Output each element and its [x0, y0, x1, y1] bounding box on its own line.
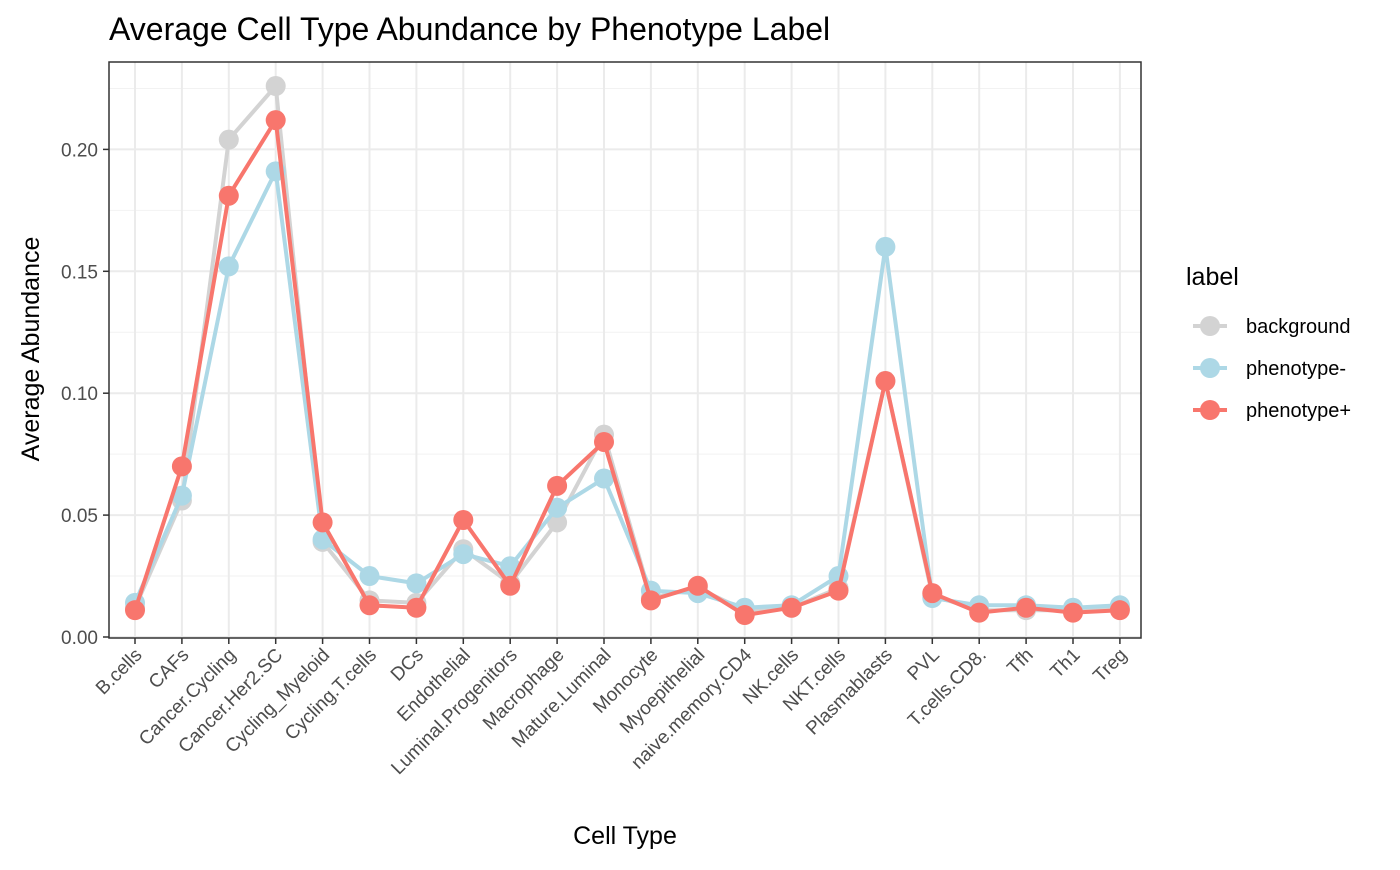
legend-label-background: background	[1246, 316, 1351, 338]
legend-title: label	[1186, 263, 1239, 291]
data-point-phenotype-plus	[218, 185, 239, 206]
y-tick-label: 0.05	[61, 506, 98, 527]
y-axis: 0.00 0.05 0.10 0.15 0.20	[61, 140, 109, 649]
data-point-phenotype-plus	[969, 602, 990, 623]
legend: label background phenotype-phenotype+	[1186, 263, 1351, 422]
data-point-phenotype-plus	[453, 509, 474, 530]
panel-border	[108, 61, 1142, 639]
data-point-phenotype-plus	[171, 456, 192, 477]
data-point-phenotype-minus	[218, 256, 239, 277]
x-tick-label: Th1	[1047, 645, 1085, 683]
legend-label-phenotype-minus: phenotype-	[1246, 358, 1346, 380]
data-point-phenotype-minus	[359, 566, 380, 587]
data-point-phenotype-plus	[406, 597, 427, 618]
data-point-background	[218, 129, 239, 150]
y-tick-label: 0.20	[61, 140, 98, 161]
legend-key-point	[1200, 316, 1220, 336]
legend-key-background	[1193, 316, 1227, 336]
x-tick-label: DCs	[387, 645, 428, 686]
data-point-phenotype-plus	[547, 475, 568, 496]
data-point-phenotype-plus	[594, 431, 614, 452]
data-point-phenotype-plus	[265, 110, 286, 131]
y-tick-label: 0.00	[61, 628, 98, 649]
data-point-phenotype-minus	[594, 468, 614, 489]
legend-label-phenotype-plus: phenotype+	[1246, 400, 1351, 422]
data-point-phenotype-plus	[1063, 602, 1083, 623]
x-axis: B.cellsCAFsCancer.CyclingCancer.Her2.SCC…	[92, 638, 1131, 779]
legend-key-point	[1200, 358, 1220, 378]
data-point-phenotype-plus	[500, 575, 521, 596]
x-tick-label: B.cells	[92, 645, 146, 699]
data-point-background	[547, 512, 568, 533]
data-point-phenotype-minus	[406, 573, 427, 594]
legend-key-point	[1200, 400, 1220, 420]
data-point-phenotype-minus	[875, 236, 896, 257]
data-point-phenotype-plus	[312, 512, 333, 533]
plot-panel	[108, 61, 1142, 639]
data-point-phenotype-plus	[781, 597, 802, 618]
data-point-background	[265, 76, 286, 97]
y-tick-label: 0.10	[61, 384, 98, 405]
x-tick-label: Treg	[1089, 645, 1131, 687]
x-tick-label: Tfh	[1003, 645, 1037, 679]
data-point-phenotype-plus	[1109, 600, 1130, 621]
series-line-phenotype-plus	[133, 118, 1122, 618]
data-point-phenotype-minus	[453, 544, 474, 565]
data-point-phenotype-plus	[640, 590, 661, 611]
x-axis-title: Cell Type	[573, 822, 677, 850]
legend-key-phenotype-minus	[1193, 358, 1227, 378]
data-point-phenotype-plus	[875, 371, 896, 392]
data-point-phenotype-plus	[922, 583, 943, 604]
legend-key-phenotype-plus	[1193, 400, 1227, 420]
data-point-phenotype-plus	[687, 575, 708, 596]
data-point-phenotype-plus	[1016, 597, 1037, 618]
x-tick-label: PVL	[904, 645, 944, 685]
y-axis-title: Average Abundance	[17, 237, 45, 462]
data-point-phenotype-plus	[734, 605, 755, 626]
data-point-phenotype-plus	[828, 580, 849, 601]
data-point-phenotype-minus	[547, 497, 568, 518]
data-point-phenotype-plus	[359, 595, 380, 616]
data-point-phenotype-plus	[125, 600, 145, 621]
chart-title: Average Cell Type Abundance by Phenotype…	[109, 11, 830, 47]
y-tick-label: 0.15	[61, 262, 98, 283]
data-point-phenotype-minus	[171, 485, 192, 506]
